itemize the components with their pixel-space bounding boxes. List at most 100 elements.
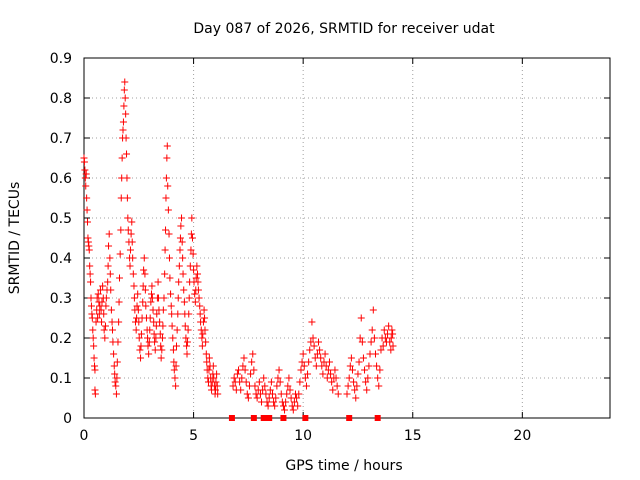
data-point	[308, 318, 316, 326]
data-point	[302, 382, 310, 390]
data-point	[305, 358, 313, 366]
data-point	[163, 142, 171, 150]
data-point	[387, 346, 395, 354]
data-point	[181, 322, 189, 330]
data-point	[361, 366, 369, 374]
baseline-marker	[228, 415, 235, 421]
data-point	[353, 382, 361, 390]
data-point	[98, 298, 106, 306]
data-point	[114, 338, 122, 346]
data-point	[167, 290, 175, 298]
baseline-marker	[302, 415, 309, 421]
data-point	[120, 86, 128, 94]
data-point	[104, 278, 112, 286]
data-point	[191, 298, 199, 306]
data-point	[112, 382, 120, 390]
data-point	[115, 298, 123, 306]
data-point	[110, 350, 118, 358]
data-point	[165, 230, 173, 238]
data-point	[364, 374, 372, 382]
data-point	[190, 266, 198, 274]
data-point	[344, 382, 352, 390]
data-point	[346, 362, 354, 370]
data-point	[151, 338, 159, 346]
data-point	[144, 334, 152, 342]
data-point	[192, 274, 200, 282]
data-point	[240, 354, 248, 362]
data-point	[309, 334, 317, 342]
data-point	[180, 298, 188, 306]
data-point	[294, 402, 302, 410]
data-point	[194, 270, 202, 278]
data-point	[243, 390, 251, 398]
data-point	[91, 366, 99, 374]
data-point	[124, 214, 132, 222]
data-point	[158, 334, 166, 342]
data-point	[176, 234, 184, 242]
data-point	[387, 334, 395, 342]
data-point	[156, 318, 164, 326]
data-point	[272, 394, 280, 402]
data-point	[140, 254, 148, 262]
data-point	[316, 346, 324, 354]
data-point	[239, 362, 247, 370]
data-point	[385, 322, 393, 330]
data-point	[212, 386, 219, 394]
data-point	[172, 362, 180, 370]
data-point	[178, 238, 186, 246]
data-point	[253, 394, 261, 402]
data-point	[83, 194, 91, 202]
data-point	[298, 358, 306, 366]
data-point	[107, 286, 115, 294]
data-point	[148, 290, 156, 298]
data-point	[184, 326, 192, 334]
data-point	[283, 390, 291, 398]
data-point	[265, 394, 273, 402]
data-point	[374, 374, 382, 382]
data-point	[91, 390, 99, 398]
data-point	[122, 134, 130, 142]
data-point	[85, 246, 93, 254]
data-point	[179, 270, 187, 278]
data-point	[180, 286, 188, 294]
y-tick-label: 0.7	[50, 131, 72, 147]
data-point	[377, 346, 385, 354]
x-axis-label: GPS time / hours	[285, 458, 402, 474]
data-point	[185, 310, 193, 318]
data-point	[135, 318, 143, 326]
data-point	[129, 254, 137, 262]
data-point	[296, 378, 304, 386]
data-point	[175, 278, 183, 286]
data-point	[119, 118, 127, 126]
data-point	[134, 290, 142, 298]
data-point	[194, 278, 202, 286]
data-point	[270, 398, 278, 406]
data-point	[370, 334, 378, 342]
data-point	[130, 282, 138, 290]
data-point	[86, 262, 94, 270]
data-point	[300, 362, 308, 370]
data-point	[203, 358, 211, 366]
data-point	[363, 386, 371, 394]
data-point	[202, 338, 210, 346]
data-point	[276, 378, 284, 386]
data-point	[356, 334, 364, 342]
data-point	[371, 350, 379, 358]
data-point	[104, 262, 112, 270]
data-point	[273, 382, 281, 390]
data-point	[83, 206, 91, 214]
data-point	[121, 94, 129, 102]
data-point	[100, 326, 108, 334]
data-point	[194, 286, 202, 294]
data-point	[193, 262, 201, 270]
data-point	[141, 270, 149, 278]
data-point	[120, 102, 128, 110]
data-point	[380, 326, 388, 334]
data-point	[182, 334, 190, 342]
baseline-marker	[346, 415, 353, 421]
data-point	[117, 226, 125, 234]
baseline-marker	[280, 415, 287, 421]
data-point	[187, 246, 195, 254]
data-point	[96, 302, 104, 310]
